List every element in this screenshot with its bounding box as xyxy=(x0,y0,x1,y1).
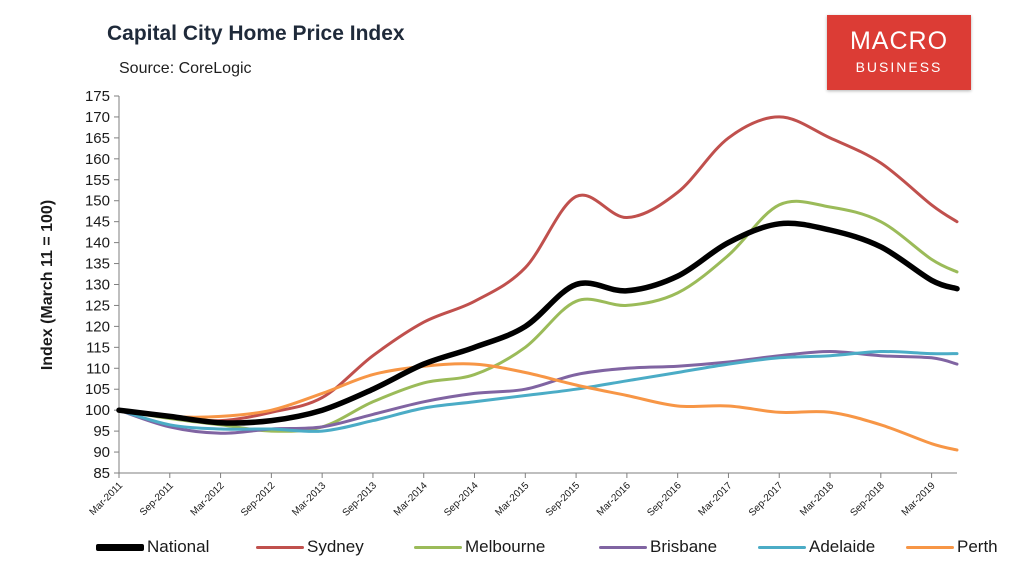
x-tick-label: Sep-2014 xyxy=(442,480,481,519)
legend-swatch xyxy=(906,545,954,549)
x-tick-label: Mar-2018 xyxy=(798,480,836,518)
y-tick-label: 140 xyxy=(85,235,110,252)
x-tick-label: Sep-2011 xyxy=(138,480,176,518)
legend-item-melbourne: Melbourne xyxy=(414,535,545,559)
y-tick-label: 85 xyxy=(93,465,110,482)
x-tick-label: Mar-2012 xyxy=(189,480,227,518)
legend-label: Adelaide xyxy=(809,537,876,556)
legend-label: Perth xyxy=(957,537,998,556)
y-tick-label: 160 xyxy=(85,151,110,168)
x-tick-label: Sep-2017 xyxy=(747,480,786,519)
x-tick-label: Sep-2015 xyxy=(544,480,583,519)
y-tick-label: 155 xyxy=(85,172,110,189)
macrobusiness-logo: MACRO BUSINESS xyxy=(827,15,971,90)
y-tick-label: 130 xyxy=(85,277,110,294)
x-tick-label: Mar-2016 xyxy=(595,480,633,518)
x-tick-label: Sep-2016 xyxy=(645,480,684,519)
x-tick-label: Mar-2011 xyxy=(88,480,126,518)
legend-swatch xyxy=(758,545,806,549)
legend-label: Brisbane xyxy=(650,537,718,556)
y-tick-label: 150 xyxy=(85,193,110,210)
series-line-sydney xyxy=(117,115,959,423)
y-tick-label: 90 xyxy=(93,444,110,461)
x-tick-label: Sep-2018 xyxy=(848,480,887,519)
y-tick-label: 145 xyxy=(85,214,110,231)
x-tick-label: Mar-2014 xyxy=(392,480,430,518)
x-tick-label: Mar-2017 xyxy=(697,480,735,518)
y-tick-label: 110 xyxy=(86,360,110,377)
y-axis-label: Index (March 11 = 100) xyxy=(39,200,56,370)
y-tick-label: 170 xyxy=(85,109,110,126)
chart-axes: 85 90 95 100 105 110 115 120 125 130 135 140 145 150 1… xyxy=(39,88,957,519)
chart-legend: National Sydney Melbourne Brisbane Adelaide P… xyxy=(96,535,998,559)
x-tick-label: Sep-2013 xyxy=(341,480,380,519)
legend-label: Melbourne xyxy=(465,537,546,556)
y-tick-label: 175 xyxy=(85,88,110,105)
legend-swatch xyxy=(256,545,304,549)
logo-text-macro: MACRO xyxy=(849,27,949,55)
legend-item-national: National xyxy=(96,535,209,559)
y-tick-label: 165 xyxy=(85,130,110,147)
logo-text-business: BUSINESS xyxy=(855,59,943,75)
y-tick-label: 125 xyxy=(85,297,110,314)
legend-swatch xyxy=(599,545,647,549)
chart-subtitle: Source: CoreLogic xyxy=(119,60,252,77)
legend-label: Sydney xyxy=(307,537,364,556)
chart-series xyxy=(116,115,960,452)
chart-title: Capital City Home Price Index xyxy=(107,22,405,45)
y-tick-label: 120 xyxy=(85,318,110,335)
legend-item-brisbane: Brisbane xyxy=(599,535,717,559)
legend-item-adelaide: Adelaide xyxy=(758,535,875,559)
series-line-perth xyxy=(117,362,959,452)
y-tick-label: 115 xyxy=(86,339,110,356)
y-tick-label: 135 xyxy=(85,256,110,273)
y-tick-label: 105 xyxy=(85,381,110,398)
y-tick-label: 95 xyxy=(93,423,110,440)
y-tick-label: 100 xyxy=(85,402,110,419)
legend-item-sydney: Sydney xyxy=(256,535,364,559)
x-tick-label: Mar-2015 xyxy=(493,480,531,518)
series-line-adelaide xyxy=(117,349,959,433)
legend-swatch xyxy=(414,545,462,549)
x-tick-label: Sep-2012 xyxy=(239,480,278,519)
legend-item-perth: Perth xyxy=(906,535,998,559)
legend-swatch xyxy=(96,543,144,551)
legend-label: National xyxy=(147,537,210,556)
x-tick-label: Mar-2019 xyxy=(900,480,938,518)
x-tick-label: Mar-2013 xyxy=(290,480,328,518)
series-line-melbourne xyxy=(117,199,959,433)
series-line-national xyxy=(116,220,960,426)
